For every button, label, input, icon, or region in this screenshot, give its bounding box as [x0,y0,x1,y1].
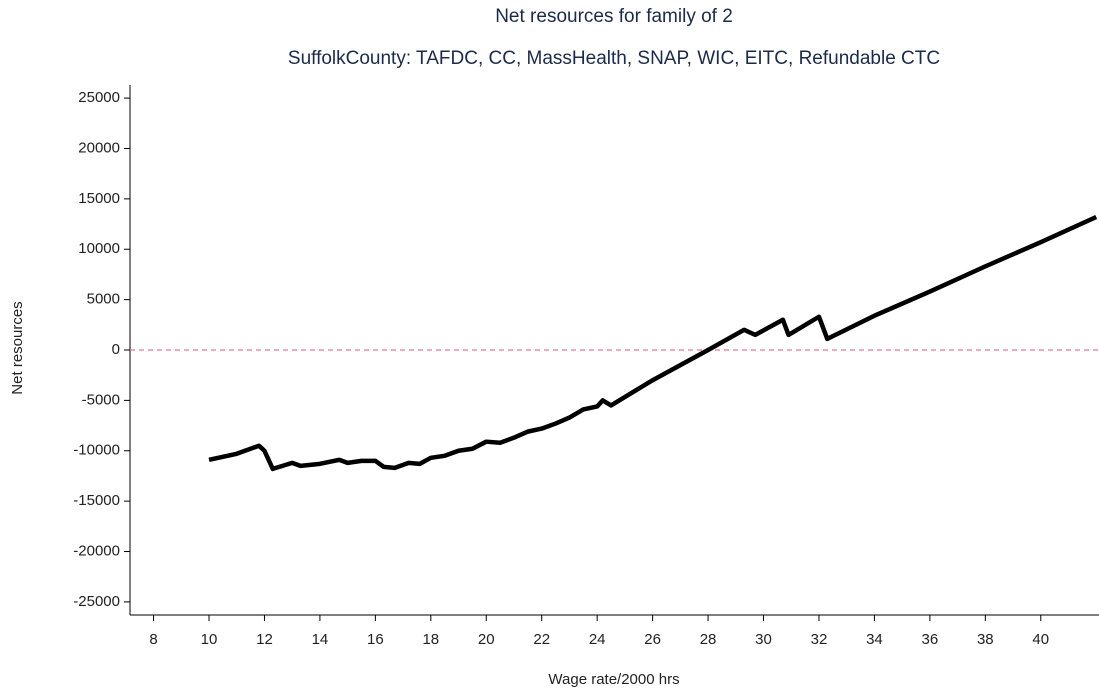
x-tick-label: 8 [149,631,157,648]
y-tick-label: 15000 [78,190,120,207]
x-tick-label: 24 [589,631,606,648]
data-line [208,214,1098,472]
y-tick-label: -25000 [73,593,120,610]
x-tick-label: 26 [644,631,661,648]
y-tick-label: 20000 [78,139,120,156]
y-tick-label: 0 [112,341,120,358]
x-tick-label: 18 [422,631,439,648]
y-tick-label: -20000 [73,542,120,559]
x-tick-label: 36 [922,631,939,648]
x-tick-label: 32 [811,631,828,648]
chart-subtitle: SuffolkCounty: TAFDC, CC, MassHealth, SN… [288,48,940,69]
x-tick-label: 38 [977,631,994,648]
x-tick-label: 30 [755,631,772,648]
chart-title: Net resources for family of 2 [495,6,733,27]
y-tick-label: 5000 [87,291,120,308]
x-tick-label: 34 [866,631,883,648]
y-tick-label: -5000 [82,391,120,408]
x-tick-label: 16 [367,631,384,648]
y-tick-label: -15000 [73,492,120,509]
x-tick-label: 14 [312,631,329,648]
x-tick-label: 28 [700,631,717,648]
x-axis-label: Wage rate/2000 hrs [548,671,679,688]
y-tick-label: 10000 [78,240,120,257]
x-tick-label: 20 [478,631,495,648]
y-tick-label: -10000 [73,442,120,459]
x-tick-label: 40 [1032,631,1049,648]
x-tick-label: 12 [256,631,273,648]
y-axis-label: Net resources [9,301,26,394]
y-tick-label: 25000 [78,89,120,106]
x-tick-label: 10 [201,631,218,648]
x-tick-label: 22 [533,631,550,648]
